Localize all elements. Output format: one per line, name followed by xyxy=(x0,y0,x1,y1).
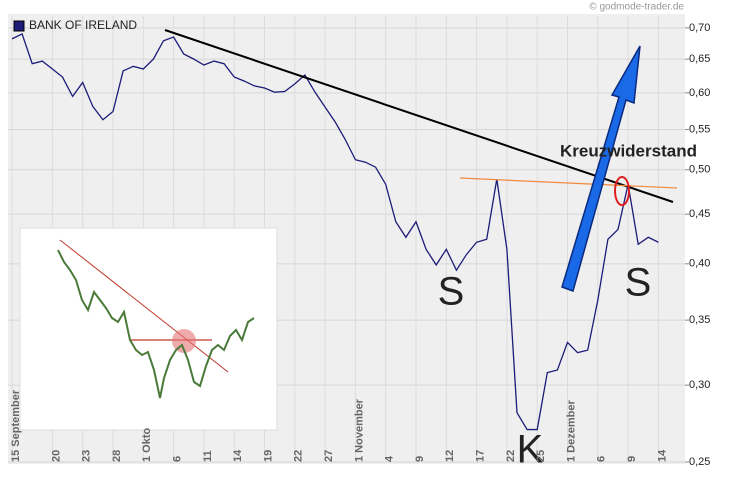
x-tick-label: 12 xyxy=(444,450,456,462)
x-tick-label: 15 September xyxy=(10,389,22,462)
y-tick-label: 0,65 xyxy=(689,53,710,65)
cross-marker xyxy=(614,176,630,206)
resistance-line xyxy=(459,177,678,189)
x-tick-label: 1 Okto xyxy=(141,427,153,462)
x-tick-label: 1 Dezember xyxy=(565,400,577,462)
plot xyxy=(11,33,659,431)
x-tick-label: 28 xyxy=(111,450,123,462)
legend-swatch xyxy=(13,20,25,32)
annotation: K xyxy=(517,428,544,472)
x-tick-label: 14 xyxy=(656,449,668,462)
x-tick-label: 19 xyxy=(262,450,274,462)
x-tick-label: 6 xyxy=(596,456,608,462)
y-tick-label: 0,55 xyxy=(689,123,710,135)
x-tick-label: 23 xyxy=(81,450,93,462)
y-tick-label: 0,60 xyxy=(689,87,710,99)
annotation: S xyxy=(438,270,465,314)
x-tick-label: 14 xyxy=(232,449,244,462)
source: © godmode-trader.de xyxy=(589,2,684,13)
x-tick-label: 22 xyxy=(505,450,517,462)
x-tick-label: 1 November xyxy=(353,398,365,462)
inset-highlight xyxy=(172,329,196,353)
x-tick-label: 22 xyxy=(293,450,305,462)
x-tick-label: 20 xyxy=(50,450,62,462)
y-tick-label: 0,35 xyxy=(689,314,710,326)
inset-frame xyxy=(19,227,278,431)
y-tick-label: 0,45 xyxy=(689,208,710,220)
inset-trendline xyxy=(59,239,229,373)
x-tick-label: 11 xyxy=(202,450,214,462)
x-tick-label: 9 xyxy=(414,456,426,462)
inset-chart xyxy=(19,227,278,431)
price-line xyxy=(11,33,659,431)
trendline xyxy=(164,29,674,203)
y-tick-label: 0,70 xyxy=(689,22,710,34)
x-tick-label: 6 xyxy=(172,456,184,462)
y-tick-label: 0,40 xyxy=(689,258,710,270)
x-tick-label: 27 xyxy=(323,450,335,462)
legend-label: BANK OF IRELAND xyxy=(29,18,137,32)
y-tick-label: 0,25 xyxy=(689,456,710,468)
x-tick-label: 17 xyxy=(475,450,487,462)
annotation: Kreuzwiderstand xyxy=(560,141,697,160)
annotation: S xyxy=(625,261,652,305)
x-tick-label: 4 xyxy=(384,455,396,462)
x-tick-label: 25 xyxy=(535,450,547,462)
x-tick-label: 9 xyxy=(626,456,638,462)
arrow-shape xyxy=(561,45,641,292)
y-tick-label: 0,50 xyxy=(689,164,710,176)
arrow xyxy=(561,45,641,292)
y-tick-label: 0,30 xyxy=(689,379,710,391)
inset-price xyxy=(57,249,255,399)
